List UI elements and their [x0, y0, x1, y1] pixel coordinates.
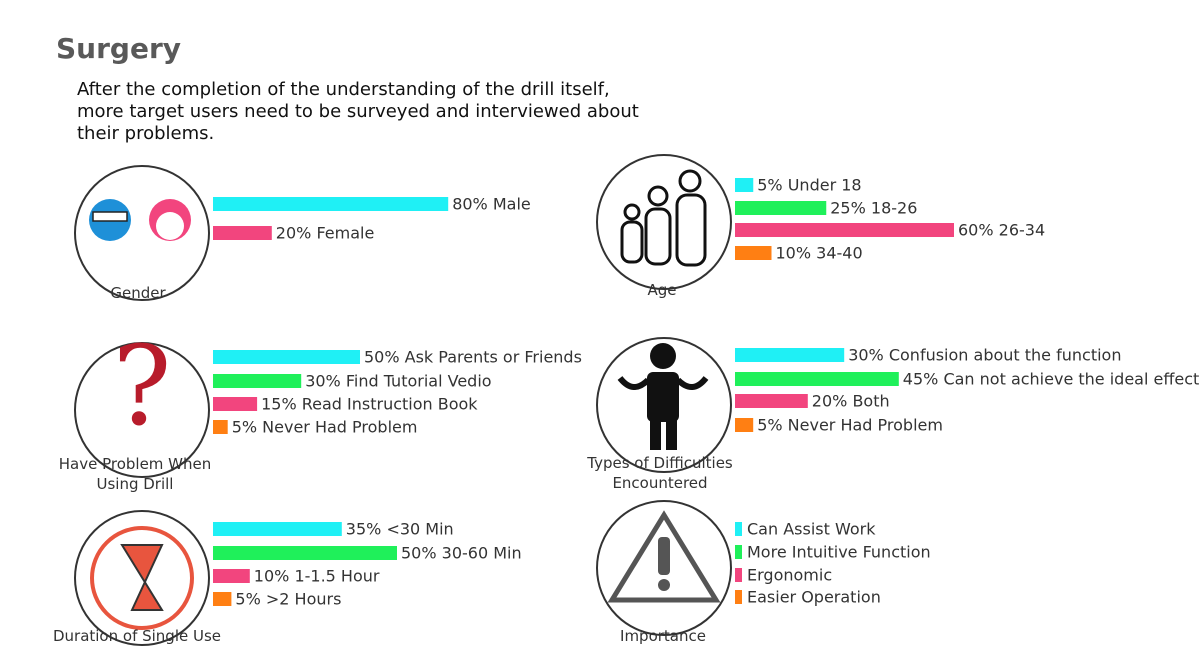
bar — [735, 246, 772, 260]
value-label: 5% Never Had Problem — [232, 418, 418, 437]
list-marker — [735, 545, 742, 559]
value-label: 5% Under 18 — [757, 176, 861, 195]
value-label: 30% Find Tutorial Vedio — [305, 372, 491, 391]
list-item: Easier Operation — [747, 588, 881, 607]
value-label: 20% Both — [812, 392, 890, 411]
clock-ring — [90, 526, 194, 630]
warning-triangle — [607, 510, 721, 603]
shrug-arms — [617, 376, 709, 390]
chart-title: Types of Difficulties Encountered — [587, 454, 733, 492]
value-label: 20% Female — [276, 224, 375, 243]
value-label: 5% >2 Hours — [235, 590, 341, 609]
bar — [735, 348, 845, 362]
problem-icon — [74, 342, 210, 478]
age-icon — [596, 154, 732, 290]
warning-dot — [658, 579, 670, 591]
chart-title: Gender — [110, 284, 166, 302]
value-label: 35% <30 Min — [346, 520, 454, 539]
bar — [735, 394, 808, 408]
bar — [213, 397, 258, 411]
list-item: Can Assist Work — [747, 520, 876, 539]
bar — [735, 178, 754, 192]
bar — [213, 374, 302, 388]
bar — [213, 522, 342, 536]
glasses — [92, 211, 128, 222]
list-marker — [735, 590, 742, 604]
chart-title: Age — [647, 281, 677, 299]
value-label: 10% 1-1.5 Hour — [254, 567, 380, 586]
importance-icon — [596, 500, 732, 636]
list-marker — [735, 522, 742, 536]
warning-bar — [658, 537, 670, 575]
value-label: 45% Can not achieve the ideal effect — [903, 370, 1199, 389]
list-item: Ergonomic — [747, 566, 832, 585]
value-label: 5% Never Had Problem — [757, 416, 943, 435]
bar — [735, 223, 954, 237]
value-label: 80% Male — [452, 195, 531, 214]
value-label: 25% 18-26 — [830, 199, 917, 218]
chart-title: Duration of Single Use — [52, 627, 222, 645]
chart-title: Importance — [620, 627, 706, 645]
chart-title: Have Problem When Using Drill — [58, 455, 212, 493]
shrug-figure — [647, 343, 679, 450]
gender-icon — [74, 165, 210, 301]
bar — [213, 350, 360, 364]
value-label: 60% 26-34 — [958, 221, 1045, 240]
bar — [735, 418, 754, 432]
bar — [213, 197, 449, 211]
value-label: 50% 30-60 Min — [401, 544, 522, 563]
page-title: Surgery — [56, 32, 182, 65]
bar — [735, 372, 899, 386]
bar — [213, 592, 232, 606]
duration-icon — [74, 510, 210, 646]
hourglass — [120, 544, 164, 611]
bar — [735, 201, 827, 215]
female-face-inner — [156, 212, 184, 240]
question-mark: ? — [113, 322, 172, 450]
list-marker — [735, 568, 742, 582]
age-figures — [620, 169, 707, 267]
value-label: 30% Confusion about the function — [848, 346, 1121, 365]
description: After the completion of the understandin… — [77, 79, 639, 144]
icons: ? — [74, 154, 732, 646]
value-label: 15% Read Instruction Book — [261, 395, 478, 414]
value-label: 50% Ask Parents or Friends — [364, 348, 582, 367]
bar — [213, 226, 272, 240]
bar — [213, 569, 250, 583]
value-label: 10% 34-40 — [776, 244, 863, 263]
bar — [213, 420, 228, 434]
difficulty-icon — [596, 337, 732, 473]
bar — [213, 546, 397, 560]
list-item: More Intuitive Function — [747, 543, 931, 562]
